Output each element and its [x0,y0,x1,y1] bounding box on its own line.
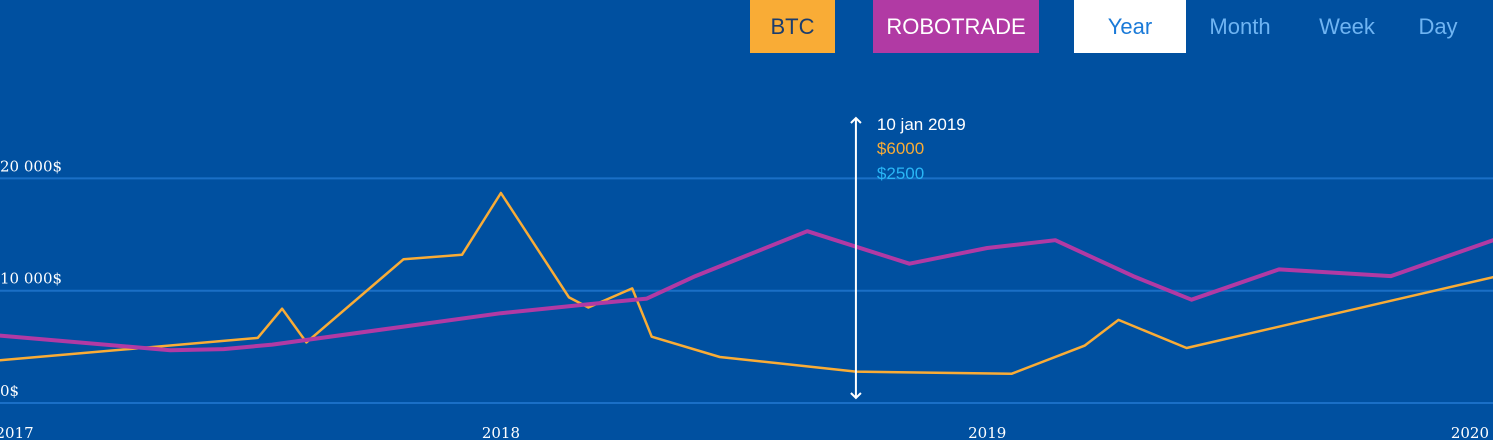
tooltip-btc-value: $6000 [877,139,924,158]
gridlines [0,177,1493,404]
series-line-robotrade [0,229,1493,353]
series-lines [0,191,1493,376]
tooltip: 10 jan 2019 $6000 $2500 [877,115,966,183]
robotrade-button[interactable]: ROBOTRADE [873,0,1039,53]
tab-month[interactable]: Month [1209,13,1271,39]
tab-week[interactable]: Week [1319,13,1375,39]
y-tick-label: 10 000$ [0,270,62,288]
x-tick-label: 2020 [1451,424,1489,440]
tab-day[interactable]: Day [1418,13,1458,39]
x-tick-label: 2019 [968,424,1006,440]
btc-button[interactable]: BTC [750,0,835,53]
cursor-arrow-down-icon [850,392,862,400]
y-tick-label: 20 000$ [0,157,62,175]
x-axis-ticks: 2017 2018 2019 2020 [0,424,1489,440]
series-line-btc [0,191,1493,376]
cursor-arrow-up-icon [850,116,862,124]
x-tick-label: 2018 [482,424,520,440]
x-tick-label: 2017 [0,424,34,440]
y-axis-ticks: 0$ 10 000$ 20 000$ [0,157,62,400]
tooltip-date: 10 jan 2019 [877,115,966,134]
tab-year[interactable]: Year [1074,0,1186,53]
y-tick-label: 0$ [0,382,19,400]
tooltip-robotrade-value: $2500 [877,164,924,183]
cursor[interactable] [850,116,862,400]
